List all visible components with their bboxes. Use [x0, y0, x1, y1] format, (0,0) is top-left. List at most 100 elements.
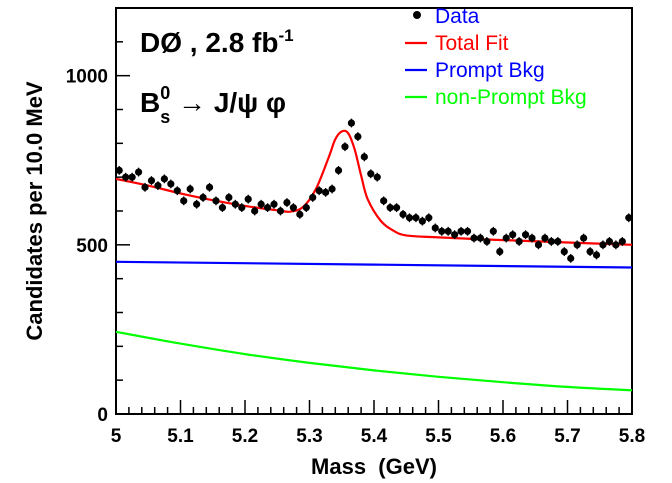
decay-superscript: 0 — [160, 83, 170, 103]
data-point — [521, 231, 530, 239]
data-point — [180, 197, 188, 205]
data-point — [315, 187, 323, 195]
data-point — [173, 187, 181, 195]
data-point — [147, 176, 156, 185]
data-point — [547, 237, 555, 246]
data-point — [554, 237, 562, 246]
data-point — [618, 237, 626, 246]
data-point — [122, 173, 130, 181]
decay-label: B0 s → J/ψ φ — [140, 83, 286, 127]
data-point — [270, 200, 278, 208]
legend-marker — [413, 11, 421, 19]
data-point — [560, 248, 568, 256]
data-point — [567, 254, 575, 262]
data-point — [367, 170, 375, 178]
data-point — [573, 241, 581, 249]
x-tick-label: 5.2 — [232, 426, 258, 447]
legend-label: Prompt Bkg — [435, 59, 545, 82]
decay-b: B — [140, 87, 160, 118]
legend-label: non-Prompt Bkg — [435, 86, 587, 109]
x-axis-title: Mass (GeV) — [311, 454, 437, 479]
data-point — [263, 204, 272, 212]
data-point — [470, 234, 478, 242]
data-point — [212, 197, 220, 205]
data-point — [451, 231, 459, 239]
data-point — [580, 234, 588, 242]
non-prompt-bkg-curve — [115, 330, 633, 392]
y-tick-label: 1000 — [66, 67, 108, 88]
data-point — [141, 183, 149, 191]
curves — [115, 129, 633, 392]
data-point — [334, 166, 343, 174]
data-point — [405, 214, 414, 222]
data-point — [328, 185, 336, 193]
data-point — [322, 188, 330, 196]
data-point — [457, 227, 465, 235]
data-point — [489, 227, 497, 235]
data-point — [225, 193, 233, 202]
data-point — [154, 182, 162, 190]
y-tick-label: 500 — [76, 236, 108, 257]
data-point — [496, 248, 504, 256]
data-point — [380, 197, 388, 205]
prompt-bkg-curve — [115, 260, 633, 269]
x-tick-label: 5.7 — [554, 426, 580, 447]
data-point — [199, 193, 207, 202]
data-point — [605, 237, 614, 246]
x-tick-label: 5.5 — [425, 426, 452, 447]
data-point — [418, 217, 426, 225]
data-point — [115, 166, 123, 174]
data-point — [509, 231, 517, 239]
data-point — [412, 214, 420, 222]
data-point — [399, 210, 407, 218]
x-tick-label: 5 — [111, 426, 122, 447]
data-point — [463, 227, 472, 235]
data-point — [534, 241, 543, 249]
x-tick-label: 5.4 — [361, 426, 388, 447]
data-point — [592, 251, 601, 259]
data-point — [431, 224, 439, 232]
data-point — [425, 214, 433, 222]
data-point — [193, 200, 201, 208]
data-point — [360, 153, 368, 161]
data-points — [115, 118, 633, 263]
data-point — [625, 214, 633, 222]
data-point — [586, 248, 594, 256]
data-point — [541, 234, 549, 242]
experiment-label: DØ , 2.8 fb-1 — [140, 26, 294, 58]
data-point — [502, 234, 510, 242]
decay-subscript: s — [160, 107, 170, 127]
data-point — [128, 173, 136, 181]
data-point — [283, 198, 291, 207]
legend-label: Total Fit — [435, 32, 509, 55]
data-point — [373, 173, 381, 181]
data-point — [257, 200, 265, 208]
x-tick-label: 5.1 — [167, 426, 194, 447]
data-point — [238, 204, 246, 212]
data-point — [438, 227, 446, 235]
data-point — [386, 204, 394, 212]
experiment-superscript: -1 — [278, 26, 293, 45]
data-point — [354, 132, 362, 141]
y-tick-label: 0 — [97, 405, 108, 426]
data-point — [244, 195, 252, 203]
data-point — [160, 175, 168, 183]
axes: 5 5.1 5.2 5.3 5.4 5.5 5.6 5.7 5.8 0 500 1000 — [66, 7, 645, 447]
data-point — [186, 185, 194, 193]
x-tick-label: 5.3 — [296, 426, 322, 447]
x-tick-label: 5.8 — [619, 426, 645, 447]
y-axis-title: Candidates per 10.0 MeV — [22, 81, 47, 341]
data-point — [167, 180, 175, 188]
data-point — [347, 119, 356, 127]
data-point — [515, 237, 523, 246]
experiment-text: DØ , 2.8 fb — [140, 27, 278, 58]
data-point — [302, 204, 310, 212]
data-point — [599, 241, 607, 249]
legend: Data Total Fit Prompt Bkg non-Prompt Bkg — [405, 5, 587, 109]
data-point — [476, 234, 485, 242]
data-point — [444, 227, 452, 235]
data-point — [231, 200, 239, 208]
data-point — [289, 204, 297, 212]
data-point — [309, 193, 317, 202]
